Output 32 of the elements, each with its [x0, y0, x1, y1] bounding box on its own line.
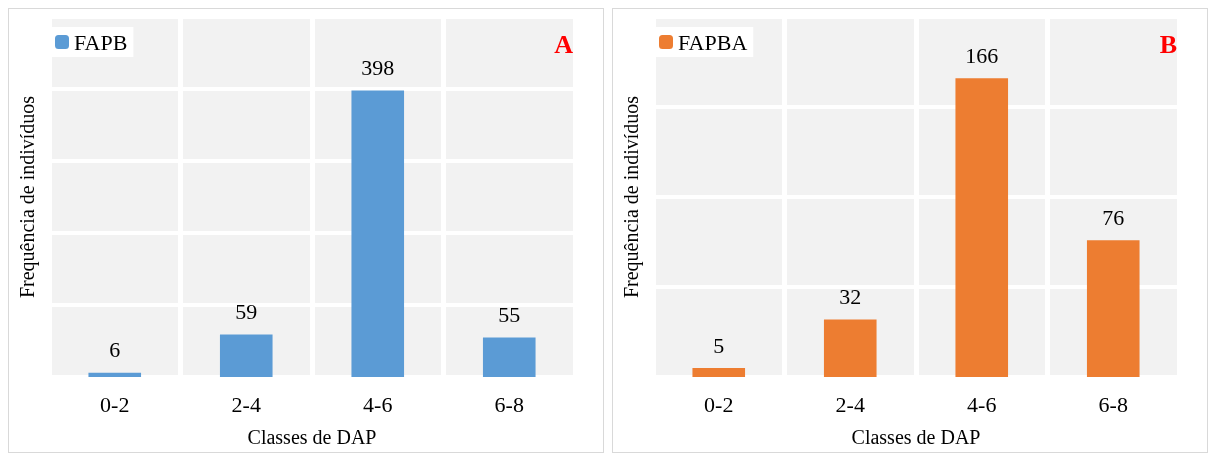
bar — [351, 90, 405, 377]
x-tick-label: 4-6 — [363, 391, 393, 417]
bar — [219, 334, 273, 377]
x-tick-label: 6-8 — [494, 391, 524, 417]
x-tick-label: 2-4 — [835, 391, 865, 417]
data-label: 32 — [839, 283, 862, 309]
data-label: 59 — [235, 299, 258, 325]
bar — [482, 337, 536, 377]
legend-label: FAPB — [74, 29, 128, 55]
data-label: 166 — [965, 42, 999, 68]
bar — [692, 368, 746, 377]
x-axis-title: Classes de DAP — [851, 426, 981, 448]
data-label: 55 — [498, 301, 521, 327]
y-axis-title: Frequência de indivíduos — [620, 95, 643, 299]
bar — [1086, 240, 1140, 377]
legend-label: FAPBA — [678, 29, 748, 55]
x-axis-title: Classes de DAP — [247, 426, 377, 448]
data-label: 5 — [713, 332, 725, 358]
x-tick-label: 6-8 — [1098, 391, 1128, 417]
bar — [88, 372, 142, 377]
data-label: 398 — [361, 54, 395, 80]
bar — [955, 78, 1009, 377]
bar — [823, 319, 877, 377]
x-tick-label: 2-4 — [231, 391, 261, 417]
annotation: A — [554, 29, 574, 59]
annotation: B — [1159, 29, 1177, 59]
y-axis-title: Frequência de indivíduos — [16, 95, 39, 299]
x-tick-label: 0-2 — [704, 391, 734, 417]
data-label: 76 — [1102, 204, 1125, 230]
x-tick-label: 0-2 — [100, 391, 130, 417]
x-tick-label: 4-6 — [967, 391, 997, 417]
data-label: 6 — [109, 337, 121, 363]
